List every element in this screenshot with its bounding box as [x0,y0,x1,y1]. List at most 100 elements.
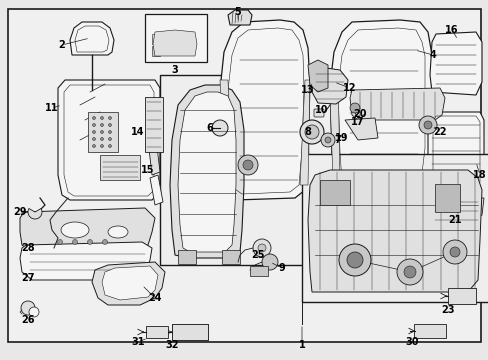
Text: 21: 21 [447,215,461,225]
Text: 9: 9 [278,263,285,273]
Text: 15: 15 [141,165,154,175]
Circle shape [238,155,258,175]
Text: 2: 2 [59,40,65,50]
Polygon shape [70,22,114,55]
Bar [434,184,459,212]
Text: 12: 12 [343,83,356,93]
Text: 13: 13 [301,85,314,95]
Text: 24: 24 [148,293,162,303]
Bar [302,154,488,302]
Polygon shape [20,208,155,252]
Polygon shape [153,30,197,56]
Circle shape [423,121,431,129]
Text: 25: 25 [251,250,264,260]
Bar [145,97,163,152]
Text: 28: 28 [21,243,35,253]
Bar [146,326,168,338]
Polygon shape [220,80,231,185]
Bar [172,324,207,340]
Circle shape [258,244,265,252]
Polygon shape [311,68,347,104]
Bar [222,250,240,264]
Polygon shape [349,88,444,120]
Circle shape [101,144,103,148]
Circle shape [92,117,95,120]
Polygon shape [227,10,251,25]
Circle shape [101,117,103,120]
Circle shape [418,116,436,134]
Circle shape [403,266,415,278]
Bar [178,250,196,264]
Text: 27: 27 [21,273,35,283]
Text: 8: 8 [304,127,311,137]
Polygon shape [307,170,481,292]
Bar [88,112,118,152]
Circle shape [252,239,270,257]
Text: 30: 30 [405,337,418,347]
Circle shape [87,239,92,244]
Circle shape [92,144,95,148]
Circle shape [92,123,95,126]
Bar [152,34,165,44]
Circle shape [58,239,62,244]
Polygon shape [429,32,481,95]
Polygon shape [307,60,327,92]
Ellipse shape [61,222,89,238]
Circle shape [449,247,459,257]
Polygon shape [178,92,236,252]
Circle shape [102,239,107,244]
Text: 26: 26 [21,315,35,325]
Circle shape [29,307,39,317]
Circle shape [101,131,103,134]
Circle shape [92,131,95,134]
Polygon shape [58,80,160,200]
Text: 5: 5 [234,7,241,17]
Circle shape [101,123,103,126]
Ellipse shape [108,226,128,238]
Text: 18: 18 [472,170,486,180]
Polygon shape [92,262,164,305]
Text: 14: 14 [131,127,144,137]
Text: 7: 7 [334,135,341,145]
Polygon shape [102,266,158,300]
Bar [249,266,267,276]
Circle shape [320,133,334,147]
Text: 20: 20 [352,109,366,119]
Bar [319,180,349,205]
Text: 31: 31 [131,337,144,347]
Text: 19: 19 [335,133,348,143]
Circle shape [92,138,95,140]
Circle shape [108,117,111,120]
Text: 3: 3 [171,65,178,75]
Polygon shape [345,118,377,140]
Text: 17: 17 [350,117,364,127]
Text: 6: 6 [206,123,213,133]
Polygon shape [20,242,152,280]
Circle shape [108,138,111,140]
Circle shape [442,240,466,264]
Bar [168,34,182,44]
Circle shape [101,138,103,140]
Polygon shape [328,70,339,180]
Circle shape [325,137,330,143]
Text: 1: 1 [298,340,305,350]
Text: 32: 32 [165,340,179,350]
Polygon shape [427,112,483,198]
Circle shape [243,160,252,170]
Circle shape [212,120,227,136]
Polygon shape [427,198,483,222]
Circle shape [346,252,362,268]
Bar [160,75,307,265]
Text: 23: 23 [440,305,454,315]
Circle shape [349,103,359,113]
Polygon shape [329,20,431,197]
Circle shape [396,259,422,285]
Polygon shape [172,324,207,340]
Text: 16: 16 [445,25,458,35]
Bar [447,288,475,304]
Circle shape [21,301,35,315]
Wedge shape [28,208,42,219]
Bar [152,46,160,56]
Polygon shape [170,85,244,258]
Text: 29: 29 [13,207,27,217]
